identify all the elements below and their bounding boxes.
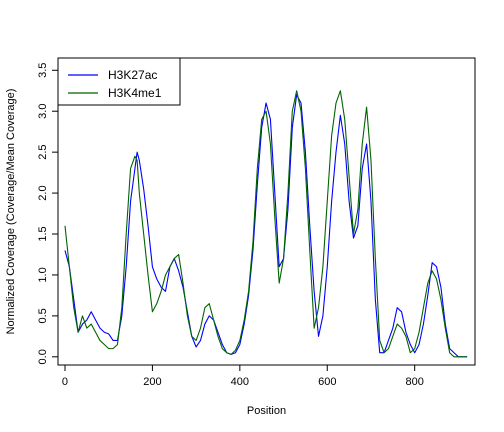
series-layer — [64, 90, 468, 358]
x-tick-label: 0 — [62, 376, 68, 388]
y-tick-label: 0.5 — [37, 308, 49, 323]
legend-label-h3k27ac: H3K27ac — [108, 68, 157, 82]
y-tick-label: 3.5 — [37, 63, 49, 78]
legend-box — [57, 57, 181, 106]
y-axis-label: Normalized Coverage (Coverage/Mean Cover… — [5, 89, 17, 335]
tick-layer: 0 200 400 600 800 0.0 0.5 1.0 1.5 2.0 2.5 3.0 3.5 — [37, 63, 424, 388]
plot-frame — [57, 57, 476, 366]
legend-label-h3k4me1: H3K4me1 — [108, 86, 162, 100]
y-tick-label: 3.0 — [37, 104, 49, 119]
y-tick-label: 2.0 — [37, 185, 49, 200]
y-tick-label: 0.0 — [37, 349, 49, 364]
x-tick-label: 200 — [143, 376, 161, 388]
series-line-h3k27ac — [64, 94, 468, 358]
legend: H3K27ac H3K4me1 — [57, 57, 181, 106]
x-axis-label: Position — [247, 405, 286, 417]
x-tick-label: 600 — [318, 376, 336, 388]
y-tick-label: 1.5 — [37, 226, 49, 241]
y-tick-label: 1.0 — [37, 267, 49, 282]
series-line-h3k4me1 — [64, 90, 468, 358]
y-tick-label: 2.5 — [37, 144, 49, 159]
x-tick-label: 400 — [231, 376, 249, 388]
x-tick-label: 800 — [405, 376, 423, 388]
